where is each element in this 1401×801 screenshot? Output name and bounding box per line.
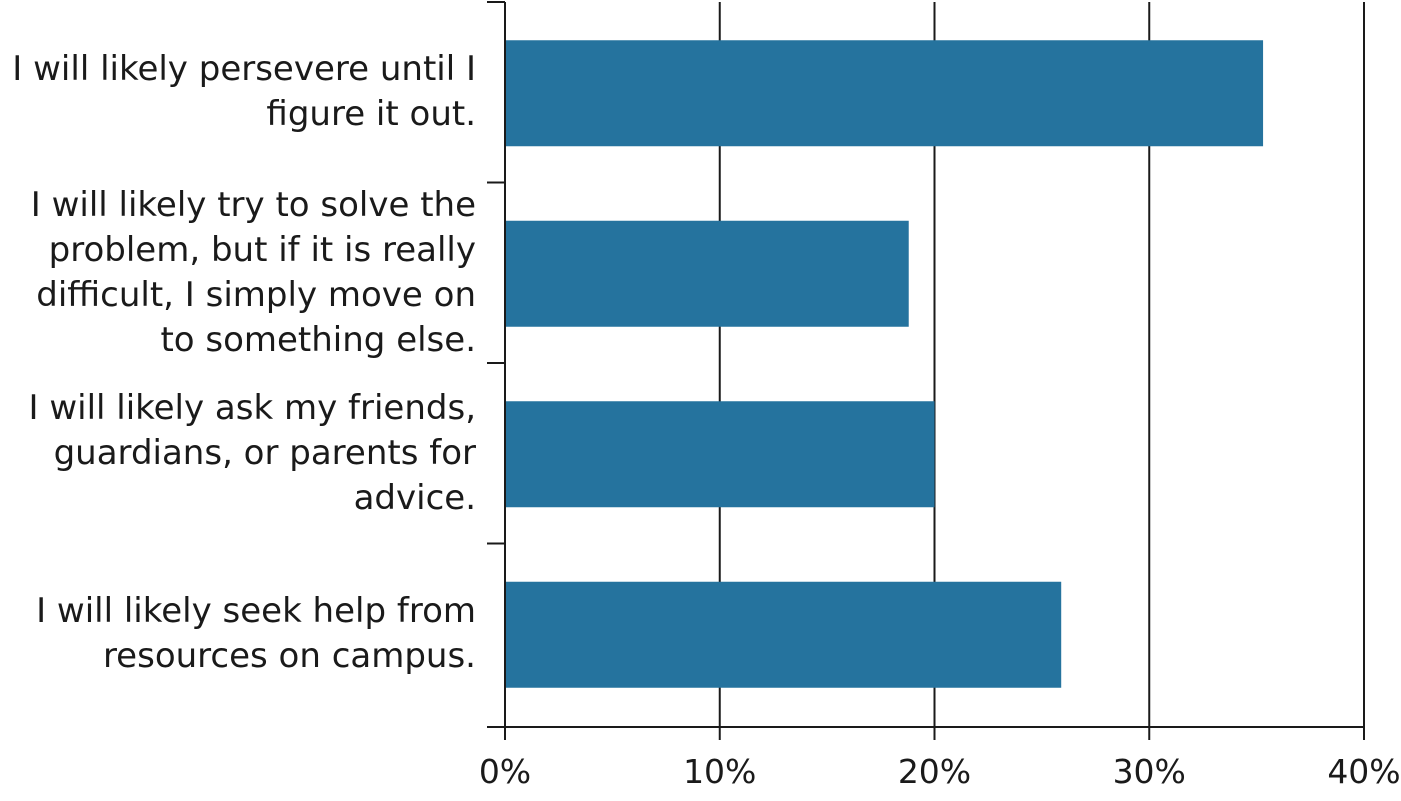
- bars: [505, 40, 1264, 688]
- bar: [505, 581, 1062, 688]
- category-label-campus-resources: I will likely seek help from resources o…: [36, 590, 476, 676]
- category-label-persevere: I will likely persevere until I figure i…: [12, 49, 476, 135]
- x-tick-label: 40%: [1327, 752, 1401, 791]
- category-label-ask-friends: I will likely ask my friends, guardians,…: [28, 387, 476, 518]
- x-tick-label: 30%: [1112, 752, 1186, 791]
- x-tick-label: 0%: [478, 752, 532, 791]
- x-tick-label: 20%: [897, 752, 972, 791]
- x-tick-label: 10%: [683, 752, 757, 791]
- bar: [505, 401, 935, 508]
- axes: [487, 1, 1365, 740]
- bar: [505, 40, 1264, 147]
- category-label-move-on: I will likely try to solve the problem, …: [30, 184, 476, 360]
- bar: [505, 220, 909, 327]
